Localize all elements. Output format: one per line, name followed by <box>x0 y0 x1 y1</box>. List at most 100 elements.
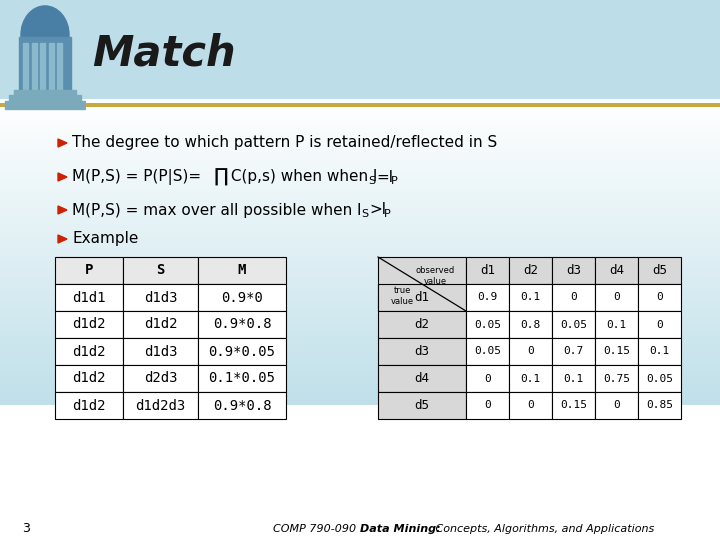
Bar <box>0 275 720 280</box>
Bar <box>0 351 720 356</box>
Bar <box>0 223 720 228</box>
Bar <box>638 284 681 311</box>
Bar <box>0 103 720 107</box>
Text: d1d2: d1d2 <box>144 318 177 332</box>
Bar <box>0 179 720 184</box>
Bar <box>0 311 720 316</box>
Text: 0.1*0.05: 0.1*0.05 <box>209 372 276 386</box>
Bar <box>638 392 681 419</box>
Bar <box>0 247 720 252</box>
Bar <box>552 311 595 338</box>
Bar <box>552 392 595 419</box>
Bar <box>0 123 720 128</box>
Text: 0: 0 <box>656 320 663 329</box>
Bar <box>509 257 552 284</box>
Bar <box>0 199 720 204</box>
Bar <box>595 311 638 338</box>
Bar <box>466 365 509 392</box>
Text: P: P <box>391 176 397 186</box>
Text: 3: 3 <box>22 523 30 536</box>
Bar <box>378 257 466 311</box>
Text: The degree to which pattern P is retained/reflected in S: The degree to which pattern P is retaine… <box>72 136 498 151</box>
Bar <box>0 335 720 340</box>
Bar <box>466 284 509 311</box>
Bar <box>0 171 720 176</box>
Text: 0: 0 <box>484 374 491 383</box>
Bar <box>49 43 54 92</box>
Polygon shape <box>58 173 67 181</box>
Bar <box>0 115 720 120</box>
Bar <box>9 95 81 102</box>
Bar <box>0 391 720 396</box>
Bar <box>0 283 720 288</box>
Bar <box>0 263 720 268</box>
Bar <box>466 311 509 338</box>
Text: 0: 0 <box>484 401 491 410</box>
Text: 0: 0 <box>527 401 534 410</box>
Bar <box>0 367 720 372</box>
Text: d5: d5 <box>415 399 430 412</box>
Bar <box>0 383 720 388</box>
Bar <box>0 187 720 192</box>
Text: d1: d1 <box>415 291 430 304</box>
Bar <box>123 257 198 284</box>
Bar <box>466 257 509 284</box>
Text: 0: 0 <box>570 293 577 302</box>
Text: 0.1: 0.1 <box>521 374 541 383</box>
Bar <box>0 119 720 124</box>
Bar <box>0 371 720 376</box>
Bar <box>0 151 720 156</box>
Text: d1d2: d1d2 <box>72 372 106 386</box>
Text: 0: 0 <box>613 293 620 302</box>
Text: d1d2: d1d2 <box>72 345 106 359</box>
Bar <box>595 392 638 419</box>
Bar <box>123 311 198 338</box>
Bar <box>0 159 720 164</box>
Bar <box>0 215 720 220</box>
Text: d1d2: d1d2 <box>72 399 106 413</box>
Text: Data Mining:: Data Mining: <box>360 524 441 534</box>
Bar <box>0 323 720 328</box>
Text: 0.05: 0.05 <box>474 347 501 356</box>
Bar <box>0 327 720 332</box>
Bar <box>14 90 76 96</box>
Text: COMP 790-090: COMP 790-090 <box>274 524 360 534</box>
Bar <box>198 338 286 365</box>
Text: d5: d5 <box>652 264 667 277</box>
Bar <box>0 99 720 104</box>
Bar <box>0 271 720 276</box>
Bar <box>378 284 466 311</box>
Bar <box>0 299 720 304</box>
Text: S: S <box>368 176 375 186</box>
Bar <box>0 405 720 540</box>
Bar <box>0 267 720 272</box>
Text: C(p,s) when when l: C(p,s) when when l <box>226 170 377 185</box>
Bar <box>595 284 638 311</box>
Bar <box>123 338 198 365</box>
Bar <box>466 338 509 365</box>
Bar <box>0 307 720 312</box>
Text: Example: Example <box>72 232 138 246</box>
Text: M(P,S) = max over all possible when l: M(P,S) = max over all possible when l <box>72 202 361 218</box>
Bar <box>55 338 123 365</box>
Bar <box>198 284 286 311</box>
Bar <box>0 315 720 320</box>
Text: S: S <box>361 209 368 219</box>
Bar <box>0 207 720 212</box>
Text: 0.05: 0.05 <box>560 320 587 329</box>
Bar <box>0 191 720 196</box>
Bar <box>0 139 720 144</box>
Bar <box>0 375 720 380</box>
Bar <box>0 379 720 384</box>
Text: P: P <box>384 209 391 219</box>
Bar <box>552 284 595 311</box>
Bar <box>0 407 720 412</box>
Bar <box>0 235 720 240</box>
Bar <box>0 319 720 324</box>
Text: d1d2: d1d2 <box>72 318 106 332</box>
Bar <box>0 411 720 416</box>
Bar <box>0 167 720 172</box>
Bar <box>0 127 720 132</box>
Bar <box>0 279 720 284</box>
Text: 0: 0 <box>656 293 663 302</box>
